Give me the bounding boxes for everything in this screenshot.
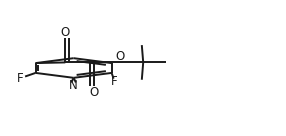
Text: O: O (61, 26, 70, 39)
Text: F: F (17, 72, 23, 85)
Text: F: F (111, 75, 118, 88)
Text: O: O (89, 86, 98, 99)
Text: N: N (69, 79, 78, 92)
Text: O: O (115, 50, 124, 63)
